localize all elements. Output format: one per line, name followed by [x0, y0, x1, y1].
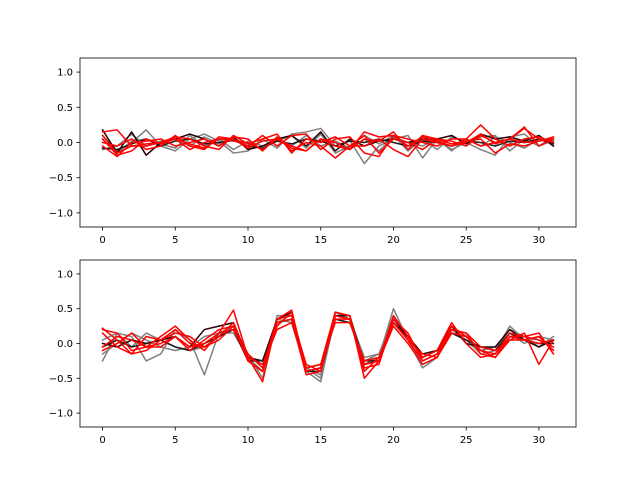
subplot-2: 0 5 10 15 20 25 30 −1.0 −0.5 0.0 0.5 1.0 — [49, 259, 577, 446]
subplots: 0 5 10 15 20 25 30 −1.0 −0.5 0.0 0.5 1.0 0 5 10 15 20 25 3… — [49, 57, 577, 446]
y-tick-label: 1.0 — [57, 68, 73, 79]
x-tick-label: 30 — [533, 235, 546, 246]
x-tick-label: 0 — [99, 235, 105, 246]
y-tick-label: 0.5 — [57, 304, 73, 315]
series-line-8 — [101, 124, 555, 158]
series-line-7 — [101, 311, 555, 373]
y-tick-label: −1.0 — [49, 208, 73, 219]
subplot-1: 0 5 10 15 20 25 30 −1.0 −0.5 0.0 0.5 1.0 — [49, 57, 577, 246]
x-tick-label: 10 — [242, 235, 255, 246]
series-group — [101, 124, 555, 165]
y-tick-label: 0.0 — [57, 138, 73, 149]
x-tick-label: 25 — [460, 435, 473, 446]
x-tick-label: 25 — [460, 235, 473, 246]
series-line-10 — [101, 131, 555, 154]
x-tick-label: 5 — [172, 235, 178, 246]
y-tick-label: 1.0 — [57, 269, 73, 280]
y-tick-label: 0.0 — [57, 339, 73, 350]
x-tick-label: 20 — [387, 435, 400, 446]
x-tick-label: 30 — [533, 435, 546, 446]
x-tick-label: 15 — [314, 435, 327, 446]
y-tick-label: −0.5 — [49, 374, 73, 385]
y-tick-label: −0.5 — [49, 173, 73, 184]
x-tick-label: 5 — [172, 435, 178, 446]
x-tick-label: 20 — [387, 235, 400, 246]
y-tick-label: 0.5 — [57, 103, 73, 114]
x-tick-label: 15 — [314, 235, 327, 246]
x-tick-label: 10 — [242, 435, 255, 446]
series-group — [101, 307, 555, 383]
series-line-10 — [101, 321, 555, 369]
x-tick-label: 0 — [99, 435, 105, 446]
series-line-7 — [101, 131, 555, 156]
y-tick-label: −1.0 — [49, 409, 73, 420]
series-line-9 — [101, 126, 555, 159]
